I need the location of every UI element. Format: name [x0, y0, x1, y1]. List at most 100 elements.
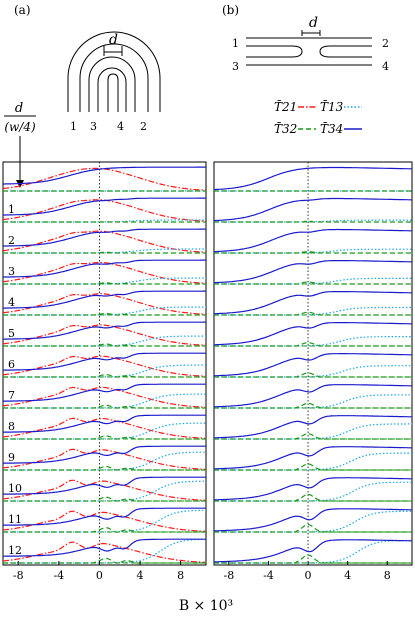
- row-label: 9: [8, 451, 15, 464]
- x-tick-label: 0: [96, 569, 103, 582]
- series-line-T̄34: [214, 291, 412, 315]
- plot-panel-b: [213, 161, 413, 566]
- series-line-T̄21: [2, 541, 206, 563]
- schematic-b-d-label: d: [309, 15, 318, 31]
- schematic-b: [246, 30, 372, 66]
- row-axis-numerator: d: [15, 101, 23, 116]
- series-line-T̄13: [3, 364, 206, 378]
- series-line-T̄34: [3, 538, 206, 557]
- series-line-T̄13: [3, 509, 207, 533]
- series-line-T̄34: [213, 228, 412, 253]
- x-tick-label: -4: [263, 569, 274, 582]
- series-line-T̄34: [213, 322, 412, 346]
- row-label: 10: [8, 482, 22, 495]
- lead-label-a3: 3: [90, 120, 97, 133]
- series-line-T̄13: [3, 219, 206, 223]
- series-line-T̄34: [3, 476, 206, 495]
- lead-label-b3: 3: [232, 60, 239, 73]
- row-label: 6: [8, 358, 15, 371]
- series-line-T̄34: [213, 260, 412, 284]
- row-label: 8: [8, 420, 15, 433]
- x-axis-label: B × 10³: [179, 598, 233, 614]
- series-line-T̄13: [3, 335, 206, 347]
- series-line-T̄32: [214, 554, 412, 564]
- legend-label-t21: T̄21: [274, 99, 297, 114]
- series-line-T̄34: [213, 197, 412, 222]
- series-line-T̄34: [213, 508, 412, 532]
- series-line-T̄34: [3, 445, 206, 464]
- schematic-a-d-label: d: [109, 32, 118, 48]
- series-line-T̄34: [213, 384, 412, 408]
- series-line-T̄13: [3, 277, 206, 285]
- schematic-a: [67, 31, 161, 112]
- series-line-T̄34: [3, 414, 206, 433]
- series-line-T̄13: [3, 538, 206, 564]
- row-label: 5: [8, 327, 15, 340]
- row-label: 2: [8, 234, 15, 247]
- lead-label-a1: 1: [70, 120, 77, 133]
- series-line-T̄21: [2, 479, 207, 501]
- series-line-T̄34: [3, 228, 206, 247]
- series-line-T̄13: [214, 336, 412, 347]
- series-line-T̄13: [3, 451, 206, 471]
- series-line-T̄13: [214, 394, 412, 409]
- series-line-T̄13: [3, 248, 206, 254]
- series-line-T̄34: [2, 259, 206, 278]
- lead-label-a4: 4: [117, 120, 124, 133]
- series-line-T̄34: [3, 321, 206, 340]
- row-label: 7: [8, 389, 15, 402]
- series-line-T̄34: [3, 352, 207, 371]
- x-tick-label: -8: [223, 569, 234, 582]
- series-line-T̄13: [3, 393, 206, 409]
- series-line-T̄13: [3, 306, 206, 316]
- series-line-T̄21: [2, 199, 207, 222]
- series-line-T̄34: [214, 446, 412, 470]
- series-line-T̄21: [2, 293, 207, 315]
- series-line-T̄21: [2, 417, 207, 439]
- row-label: 3: [8, 265, 15, 278]
- series-line-T̄13: [214, 365, 412, 378]
- lead-label-a2: 2: [140, 120, 147, 133]
- x-tick-label: 8: [384, 569, 391, 582]
- x-tick-label: 4: [137, 569, 144, 582]
- x-ticks: -8 -4 0 4 8 -8 -4 0 4 8: [13, 561, 391, 582]
- row-label: 11: [8, 513, 22, 526]
- x-tick-label: 4: [344, 569, 351, 582]
- series-line-T̄34: [213, 353, 412, 377]
- series-line-T̄34: [214, 415, 412, 439]
- series-line-T̄32: [214, 493, 412, 502]
- series-line-T̄21: [2, 355, 207, 377]
- series-line-T̄21: [2, 261, 206, 284]
- legend-label-t32: T̄32: [274, 121, 297, 136]
- legend-label-t13: T̄13: [320, 99, 344, 114]
- series-line-T̄13: [214, 423, 412, 440]
- lead-label-b2: 2: [382, 37, 389, 50]
- lead-label-b1: 1: [232, 37, 239, 50]
- series-line-T̄34: [3, 290, 206, 309]
- series-line-T̄21: [2, 324, 207, 346]
- plot-panel-a: [2, 161, 207, 566]
- series-line-T̄21: [2, 448, 207, 470]
- series-line-T̄34: [3, 197, 206, 216]
- series-line-T̄34: [2, 507, 206, 526]
- row-label: 4: [8, 296, 15, 309]
- series-line-T̄21: [2, 510, 206, 532]
- series-line-T̄34: [3, 166, 206, 185]
- series-line-T̄21: [2, 386, 207, 408]
- series-line-T̄21: [2, 167, 207, 191]
- panel-label-a: (a): [14, 3, 31, 17]
- series-line-T̄34: [3, 383, 206, 402]
- x-tick-label: 0: [305, 569, 312, 582]
- panel-label-b: (b): [222, 3, 239, 17]
- x-tick-label: 8: [177, 569, 184, 582]
- curves-layer: [2, 166, 412, 564]
- series-line-T̄34: [213, 166, 412, 191]
- series-line-T̄13: [3, 422, 206, 440]
- x-tick-label: -8: [13, 569, 24, 582]
- series-line-T̄34: [213, 539, 412, 563]
- row-label: 1: [8, 203, 15, 216]
- legend: T̄21 T̄13 T̄32 T̄34: [274, 99, 362, 136]
- x-tick-label: -4: [53, 569, 64, 582]
- legend-label-t34: T̄34: [320, 121, 343, 136]
